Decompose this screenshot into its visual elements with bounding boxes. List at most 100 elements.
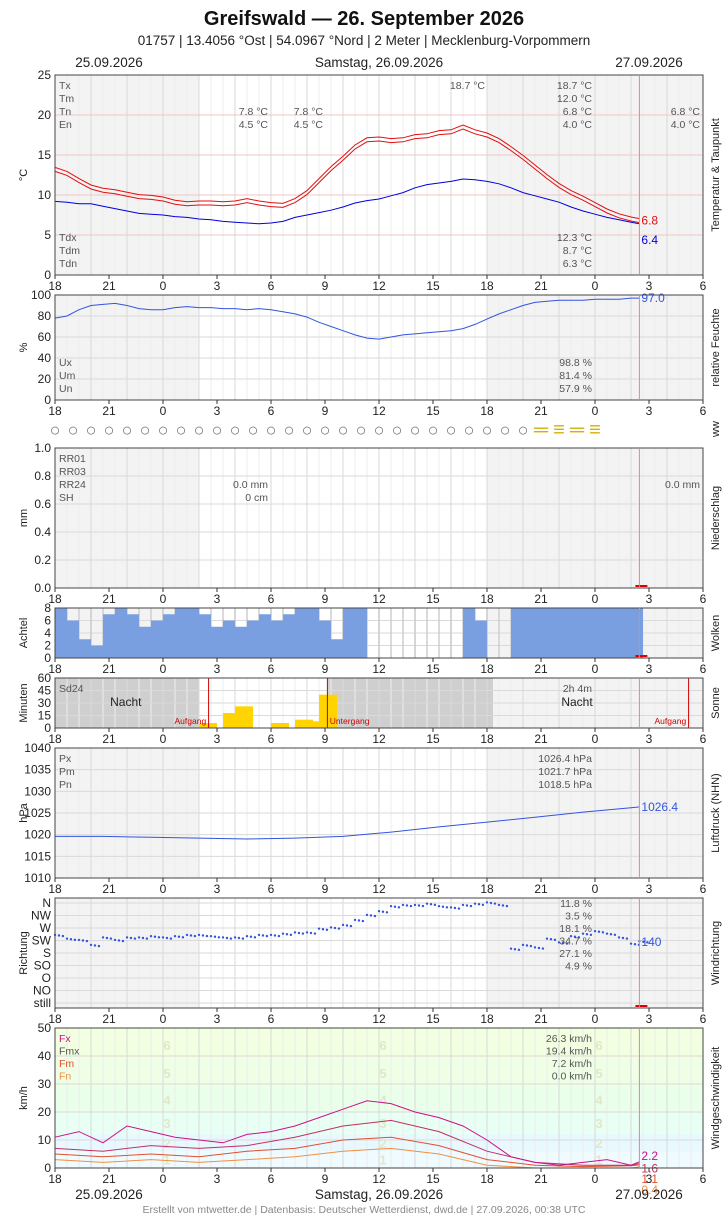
precip-stat-label: SH xyxy=(59,492,74,504)
clouds-xtick-label: 3 xyxy=(214,662,221,676)
sunshine-xtick-label: 0 xyxy=(592,732,599,746)
wind-direction-point xyxy=(257,933,261,937)
wind-direction-point xyxy=(597,930,601,933)
wind-direction-point xyxy=(85,939,89,943)
precipitation-xtick-label: 21 xyxy=(534,592,548,606)
beaufort-number: 3 xyxy=(595,1116,602,1131)
wind-direction-point xyxy=(189,934,193,937)
precipitation-xtick-label: 21 xyxy=(102,592,116,606)
beaufort-number: 6 xyxy=(595,1038,602,1053)
cloud-bar xyxy=(619,608,631,658)
wind-direction-stat: 11.8 % xyxy=(560,898,592,910)
weather-symbol: ○ xyxy=(176,420,187,440)
wind-direction-point xyxy=(385,911,389,914)
wind-direction-point xyxy=(517,948,521,952)
temperature-panel: 0 5 10 15 20 25 6.8 6.4 Tx 18.7 °C 18.7 °C Tm 12.0 °… xyxy=(18,68,722,293)
wind-direction-xtick-label: 15 xyxy=(426,1012,440,1026)
wind-direction-xtick-label: 6 xyxy=(268,1012,275,1026)
wind-direction-point xyxy=(401,903,405,907)
wind-direction-point xyxy=(549,938,553,941)
wind-direction-point xyxy=(73,938,77,942)
temperature-ytick-label: 25 xyxy=(38,68,52,82)
beaufort-number: 6 xyxy=(163,1038,170,1053)
wind-direction-point xyxy=(605,932,609,935)
pressure-stat-value: 1018.5 hPa xyxy=(538,779,592,791)
wind-direction-point xyxy=(165,936,169,940)
sunshine-bar xyxy=(199,723,217,728)
wind-direction-point xyxy=(477,903,481,906)
wind-fx-end-label: 2.2 xyxy=(641,1149,658,1163)
humidity-stat-value: 98.8 % xyxy=(559,357,592,369)
beaufort-number: 2 xyxy=(595,1136,602,1151)
cloud-bar xyxy=(91,645,103,658)
wind-direction-point xyxy=(349,924,353,928)
pressure-xtick-label: 21 xyxy=(534,882,548,896)
cloud-bar xyxy=(583,608,595,658)
wind-direction-xtick-label: 3 xyxy=(214,1012,221,1026)
wind-direction-point xyxy=(581,932,585,935)
clouds-xtick-label: 18 xyxy=(480,662,494,676)
weather-symbol: ○ xyxy=(464,420,475,440)
weather-symbol: ○ xyxy=(500,420,511,440)
wind-direction-point xyxy=(437,904,441,908)
wind-direction-point xyxy=(305,931,309,934)
wind-direction-point xyxy=(209,934,213,938)
weather-symbol: ○ xyxy=(518,420,529,440)
clouds-ytick-label: 6 xyxy=(44,614,51,628)
wind-direction-point xyxy=(497,903,501,907)
wind-direction-point xyxy=(545,937,549,940)
pressure-stat-label: Pm xyxy=(59,766,75,778)
cloud-bar xyxy=(559,608,571,658)
wind-direction-point xyxy=(97,944,101,948)
pressure-xtick-label: 18 xyxy=(48,882,62,896)
pressure-ytick-label: 1020 xyxy=(24,828,51,842)
temperature-line-lower xyxy=(54,128,640,224)
cloud-bar xyxy=(571,608,583,658)
wind-speed-xtick-label: 21 xyxy=(102,1172,116,1186)
wind-direction-point xyxy=(145,937,149,940)
humidity-stat-value: 57.9 % xyxy=(559,383,592,395)
wind-direction-point xyxy=(249,935,253,938)
temperature-xtick-label: 0 xyxy=(592,279,599,293)
temp-stat-day2b: 18.7 °C xyxy=(557,80,593,92)
humidity-ytick-label: 100 xyxy=(31,288,51,302)
wind-direction-end-label: 140 xyxy=(641,935,661,949)
wind-speed-ytick-label: 20 xyxy=(38,1105,52,1119)
sunset-label: Untergang xyxy=(330,716,370,726)
wind-direction-point xyxy=(409,904,413,908)
wind-direction-point xyxy=(505,904,509,908)
wind-direction-point xyxy=(261,934,265,937)
weather-symbol: ○ xyxy=(338,420,349,440)
wind-direction-point xyxy=(225,936,229,940)
precipitation-xtick-label: 18 xyxy=(48,592,62,606)
weather-symbol: ○ xyxy=(446,420,457,440)
cloud-bar xyxy=(631,608,643,658)
date-center-top: Samstag, 26.09.2026 xyxy=(315,55,443,70)
sunshine-bar xyxy=(235,706,253,728)
wind-direction-stat: 18.1 % xyxy=(559,923,592,935)
clouds-ytick-label: 2 xyxy=(44,639,51,653)
sunshine-ytick-label: 0 xyxy=(44,721,51,735)
wind-direction-xtick-label: 3 xyxy=(646,1012,653,1026)
temperature-ytick-label: 10 xyxy=(38,188,52,202)
temperature-end-label: 6.8 xyxy=(641,214,658,228)
wind-direction-point xyxy=(589,933,593,937)
beaufort-number: 1 xyxy=(379,1153,386,1168)
humidity-xtick-label: 6 xyxy=(268,404,275,418)
cloud-bar xyxy=(55,608,67,658)
wind-direction-point xyxy=(617,936,621,939)
beaufort-number: 5 xyxy=(595,1066,602,1081)
beaufort-number: 6 xyxy=(379,1038,386,1053)
weather-symbol: ○ xyxy=(302,420,313,440)
wind-direction-point xyxy=(525,944,529,947)
humidity-xtick-label: 15 xyxy=(426,404,440,418)
dew-stat-value: 6.3 °C xyxy=(563,258,593,270)
sunshine-side-label: Sonne xyxy=(710,687,722,719)
wind-speed-xtick-label: 3 xyxy=(214,1172,221,1186)
wind-direction-point xyxy=(429,903,433,906)
wind-direction-point xyxy=(237,936,241,940)
clouds-xtick-label: 6 xyxy=(268,662,275,676)
sunshine-xtick-label: 21 xyxy=(534,732,548,746)
temp-stat-label: Tx xyxy=(59,80,71,92)
